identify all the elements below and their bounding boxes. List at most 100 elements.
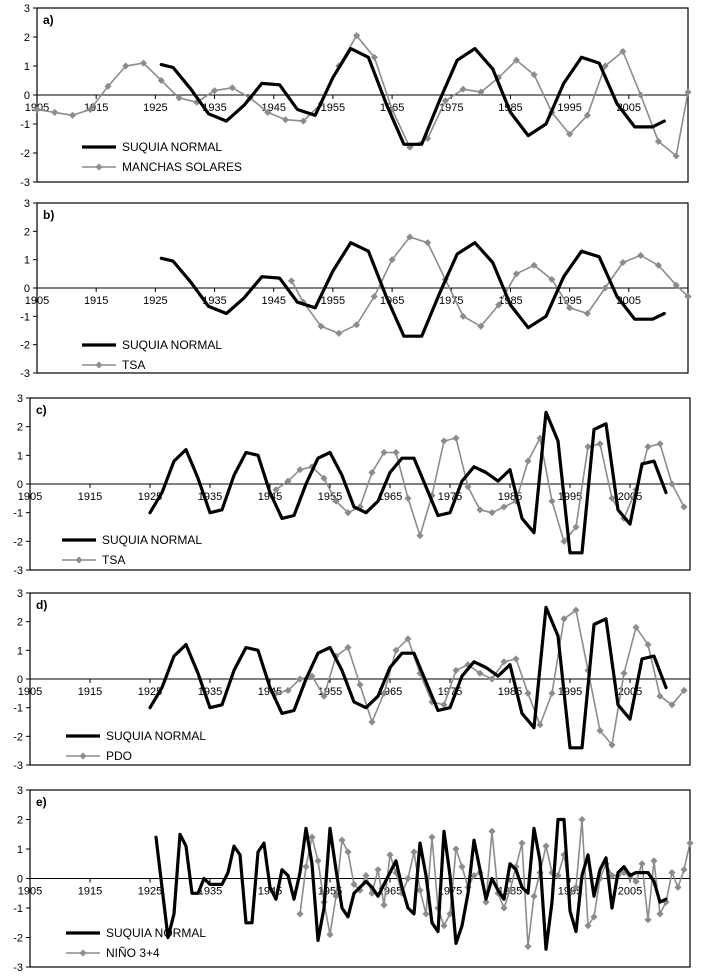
data-point [326,930,334,939]
data-point [296,675,304,683]
data-point [608,741,616,749]
data-point [370,292,378,301]
data-point [464,483,472,491]
legend-marker [95,163,103,171]
panel-label: b) [43,208,54,222]
data-point [684,292,692,301]
data-point [332,892,340,900]
data-point [548,275,556,284]
data-point [380,901,388,909]
data-point [406,233,414,241]
series-line-secondary [290,236,689,335]
data-point [524,457,532,465]
x-tick-label: 1925 [138,886,162,898]
data-point [157,76,165,85]
data-point [554,871,562,880]
y-tick-label: 2 [24,32,30,44]
data-point [440,922,448,930]
data-point [404,874,412,883]
data-point [620,669,628,677]
legend-label: TSA [122,358,145,372]
data-point [488,827,496,835]
data-point [68,111,77,119]
data-point [672,281,680,289]
x-tick-label: 1945 [258,491,282,503]
data-point [441,97,450,105]
data-point [548,497,556,505]
data-point [500,904,508,912]
data-point [374,865,382,874]
data-point [423,239,432,247]
data-point [674,883,682,892]
x-tick-label: 2005 [618,491,642,503]
data-point [320,474,328,482]
y-tick-label: 3 [24,3,30,15]
legend-marker [79,949,87,957]
data-point [578,815,586,824]
legend-label: SUQUIA NORMAL [122,338,222,352]
data-point [494,301,503,309]
series-line-primary [159,46,666,146]
data-point [287,277,296,285]
y-tick-label: -2 [13,933,23,945]
x-tick-label: 1925 [143,102,167,114]
data-point [512,56,521,64]
data-point [452,434,460,442]
data-point [512,655,520,663]
data-point [584,443,592,451]
data-point [477,322,485,330]
data-point [656,910,664,918]
y-tick-label: 3 [24,198,30,210]
legend-marker [75,556,83,564]
data-point [228,84,236,92]
data-point [368,468,376,477]
x-tick-label: 1995 [557,102,581,114]
y-tick-label: 0 [24,90,30,102]
data-point [632,877,640,886]
x-tick-label: 2005 [618,886,642,898]
x-tick-label: 1965 [378,886,402,898]
data-point [500,658,508,666]
data-point [680,865,688,874]
legend-label: NIÑO 3+4 [106,946,160,960]
data-point [452,845,460,853]
data-point [548,689,556,697]
y-tick-label: 2 [17,422,23,434]
y-tick-label: -3 [20,177,30,189]
data-point [380,689,388,697]
x-tick-label: 1925 [143,295,167,307]
x-tick-label: 1975 [439,295,463,307]
data-point [335,329,343,337]
y-tick-label: -1 [20,119,30,131]
series-line-primary [148,605,668,750]
data-point [488,509,496,517]
data-point [654,137,663,146]
data-point [477,88,485,96]
data-point [308,833,316,841]
data-point [350,880,358,889]
data-point [470,871,478,880]
data-point [344,643,352,652]
data-point [422,910,430,918]
data-point [284,686,292,695]
data-point [637,91,645,99]
data-point [428,833,436,841]
y-tick-label: 0 [17,874,23,886]
y-tick-label: 1 [24,255,30,267]
data-point [459,312,467,320]
data-point [590,913,598,921]
data-point [524,942,532,951]
series-line-primary [159,241,666,338]
data-point [572,883,580,892]
data-point [656,440,664,448]
data-point [416,886,424,894]
x-tick-label: 1955 [321,102,345,114]
data-point [668,868,676,877]
y-tick-label: -1 [13,508,23,520]
data-point [272,486,280,494]
data-point [506,886,514,894]
x-tick-label: 1905 [25,295,49,307]
x-tick-label: 1995 [558,491,582,503]
data-point [572,523,580,531]
data-point [476,669,484,677]
